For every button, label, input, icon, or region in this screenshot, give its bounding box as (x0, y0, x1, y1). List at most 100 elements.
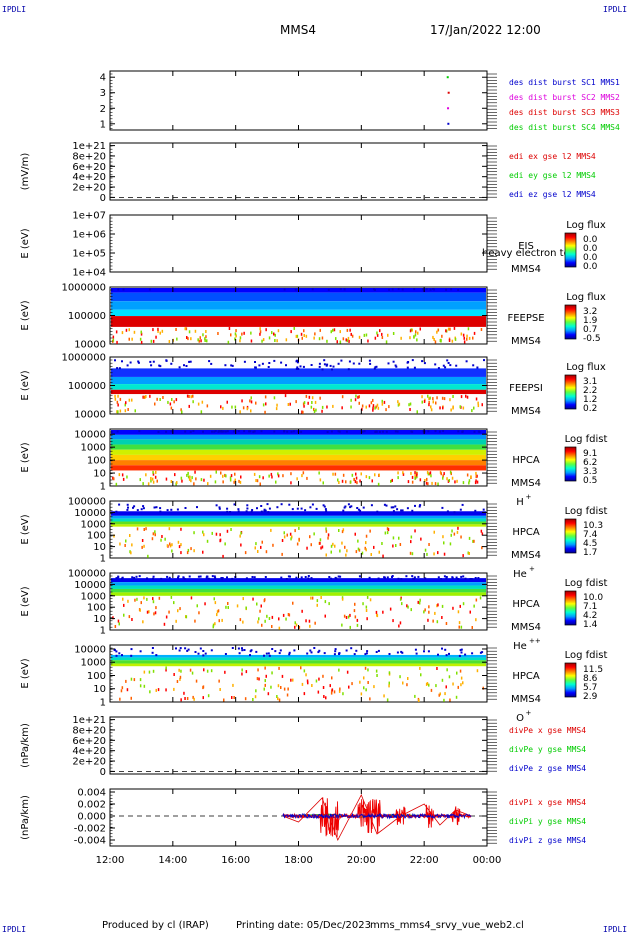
spectrogram-speckle (210, 669, 213, 673)
spectrogram-speckle (276, 339, 278, 343)
spectrogram-speckle (374, 288, 376, 291)
corner-label-top-left: IPDLI (2, 5, 27, 14)
spectrogram-speckle (454, 337, 457, 341)
spectrogram-speckle (128, 328, 130, 332)
spectrogram-speckle (149, 394, 151, 398)
y-tick-label: 10000 (74, 580, 106, 591)
spectrogram-speckle (436, 667, 438, 670)
spectrogram-speckle (258, 364, 261, 367)
spectrogram-speckle (218, 506, 221, 509)
spectrogram-speckle (191, 671, 194, 675)
spectrogram-speckle (189, 360, 192, 363)
spectrogram-speckle (298, 526, 300, 530)
spectrogram-speckle (253, 430, 256, 433)
spectrogram-speckle (309, 624, 311, 628)
spectrogram-speckle (430, 474, 432, 478)
spectrogram-speckle (267, 511, 270, 514)
spectrogram-speckle (473, 406, 475, 410)
spectrogram-speckle (230, 364, 233, 367)
spectrogram-speckle (253, 576, 256, 579)
y-tick-label: 1e+04 (72, 268, 106, 279)
spectrogram-speckle (383, 576, 386, 579)
spectrogram-speckle (376, 403, 379, 407)
spectrogram-speckle (117, 410, 119, 414)
spectrogram-speckle (414, 333, 417, 337)
spectrogram-speckle (154, 533, 156, 537)
spectrogram-speckle (283, 687, 286, 691)
spectrogram-speckle (141, 539, 144, 542)
spectrogram-speckle (265, 652, 268, 655)
spectrogram-speckle (423, 362, 426, 365)
spectrogram-speckle (177, 540, 180, 544)
spectrogram-speckle (211, 430, 213, 433)
colorbar-value: 1.7 (583, 548, 597, 558)
legend-entry: divPi z gse MMS4 (509, 836, 586, 845)
spectrogram-speckle (119, 697, 121, 701)
spectrogram-speckle (190, 596, 193, 600)
spectrogram-speckle (202, 650, 205, 652)
spacecraft-label: MMS4 (511, 406, 541, 417)
spectrogram-speckle (349, 506, 352, 509)
spectrogram-speckle (447, 362, 450, 364)
y-tick-label: 10 (93, 469, 106, 480)
spectrogram-speckle (277, 329, 280, 333)
spectrogram-speckle (359, 509, 362, 512)
spectrogram-speckle (212, 625, 214, 629)
spectrogram-speckle (140, 508, 143, 511)
spectrogram-speckle (438, 693, 440, 697)
spectrogram-speckle (463, 336, 465, 340)
spectrogram-speckle (257, 550, 259, 553)
y-tick-label: 1000 (81, 519, 106, 530)
spectrogram-speckle (378, 430, 381, 433)
spectrogram-speckle (151, 537, 154, 541)
spectrogram-speckle (458, 654, 461, 657)
spectrogram-speckle (284, 394, 287, 398)
spectrogram-speckle (339, 330, 341, 334)
spectrogram-speckle (447, 479, 450, 483)
spectrogram-speckle (277, 472, 279, 476)
colorbar-title: Log fdist (565, 434, 608, 445)
y-tick-label: 4 (100, 73, 106, 84)
spectrogram-speckle (241, 399, 243, 403)
spectrogram-speckle (139, 650, 142, 653)
spectrogram-speckle (286, 533, 288, 537)
spectrogram-speckle (117, 403, 119, 407)
y-tick-label: 0.002 (77, 800, 106, 811)
spectrogram-speckle (224, 653, 227, 655)
y-axis-label: E (eV) (20, 514, 31, 544)
spectrogram-speckle (130, 551, 132, 555)
spectrogram-speckle (449, 327, 451, 331)
spectrogram-speckle (233, 696, 235, 699)
spectrogram-speckle (427, 394, 429, 398)
spectrogram-speckle (466, 473, 469, 477)
spectrogram-speckle (364, 546, 366, 550)
spectrogram-band (111, 511, 486, 516)
spectrogram-speckle (184, 697, 186, 700)
spectrogram-speckle (275, 407, 278, 411)
spectrogram-speckle (335, 577, 338, 580)
spectrogram-speckle (130, 648, 133, 651)
spectrogram-speckle (354, 602, 356, 606)
spectrogram-speckle (202, 685, 205, 689)
spectrogram-speckle (337, 575, 340, 578)
spectrogram-speckle (218, 430, 221, 433)
spectrogram-speckle (119, 409, 122, 413)
spectrogram-speckle (435, 401, 437, 405)
spectrogram-speckle (118, 503, 121, 506)
spectrogram-speckle (457, 610, 460, 614)
spectrogram-speckle (228, 327, 231, 330)
spectrogram-speckle (280, 361, 283, 364)
spectrogram-speckle (374, 336, 377, 340)
spectrogram-speckle (347, 368, 350, 371)
spectrogram-speckle (446, 668, 448, 672)
spectrogram-speckle (273, 396, 276, 400)
spectrogram-speckle (216, 610, 219, 614)
spectrogram-speckle (202, 696, 204, 700)
spectrogram-speckle (175, 647, 177, 650)
spectrogram-speckle (260, 430, 263, 433)
spectrogram-speckle (187, 648, 190, 651)
colorbar-value: 4.2 (583, 611, 597, 621)
spectrogram-speckle (116, 400, 119, 404)
spectrogram-speckle (206, 404, 209, 408)
spectrogram-speckle (429, 396, 431, 400)
